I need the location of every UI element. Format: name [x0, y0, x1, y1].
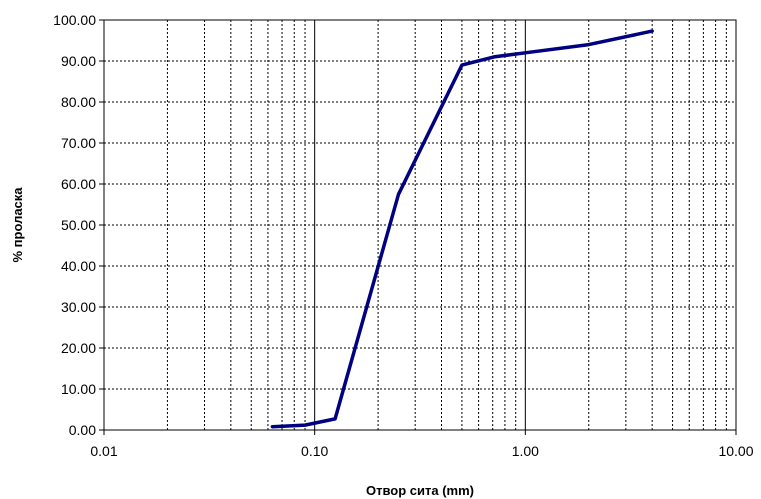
- y-tick-label: 60.00: [61, 176, 96, 192]
- y-tick-label: 20.00: [61, 340, 96, 356]
- series-lines: [270, 29, 654, 429]
- x-tick-labels: 0.01 0.10 1.00 10.00: [90, 430, 754, 459]
- y-tick-label: 0.00: [69, 422, 96, 438]
- x-axis-label: Отвор сита (mm): [366, 483, 474, 498]
- y-tick-label: 90.00: [61, 53, 96, 69]
- x-tick-label: 1.00: [512, 443, 539, 459]
- x-tick-label: 0.10: [301, 443, 328, 459]
- y-tick-label: 70.00: [61, 135, 96, 151]
- y-tick-label: 100.00: [53, 12, 96, 28]
- y-tick-label: 30.00: [61, 299, 96, 315]
- y-tick-label: 50.00: [61, 217, 96, 233]
- y-tick-label: 40.00: [61, 258, 96, 274]
- y-tick-labels: 0.00 10.00 20.00 30.00 40.00 50.00 60.00 70.00 8…: [53, 12, 104, 438]
- series-line: [270, 29, 654, 429]
- grid-lines: [104, 20, 736, 430]
- x-tick-label: 10.00: [718, 443, 753, 459]
- y-tick-label: 80.00: [61, 94, 96, 110]
- y-axis-label: % пролаcка: [10, 187, 25, 263]
- y-tick-label: 10.00: [61, 381, 96, 397]
- x-tick-label: 0.01: [90, 443, 117, 459]
